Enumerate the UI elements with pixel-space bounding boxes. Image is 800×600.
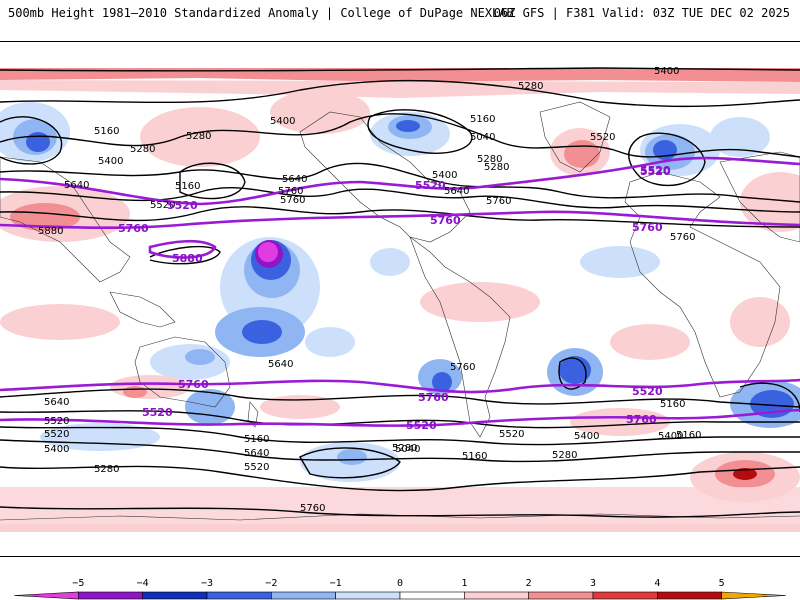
height-contour-label: 5400 [432, 170, 457, 181]
highlight-contour-label: 5520 [142, 406, 173, 419]
colorbar-bin [206, 591, 272, 600]
highlight-contour-label: 5520 [632, 385, 663, 398]
height-contour-label: 5160 [244, 434, 269, 445]
colorbar-tick-label: 5 [719, 578, 725, 589]
colorbar-tick-label: 2 [526, 578, 532, 589]
colorbar: −5 −4 −3 −2 −1 0 1 2 3 4 5 [13, 578, 787, 600]
height-contour-label: 5760 [280, 195, 305, 206]
height-contour-label: 5040 [395, 444, 420, 455]
height-contour-label: 5520 [44, 416, 69, 427]
highlight-contour-label: 5520 [406, 419, 437, 432]
height-contour-label: 5640 [282, 174, 307, 185]
colorbar-bin [657, 591, 722, 600]
height-contour-label: 5160 [175, 181, 200, 192]
highlight-contour-label: 5760 [418, 391, 449, 404]
height-contour-label: 5160 [462, 451, 487, 462]
map-title: 500mb Height 1981–2010 Standardized Anom… [8, 6, 514, 20]
height-contour-label: 5280 [484, 162, 509, 173]
colorbar-bin [78, 591, 143, 600]
map-panel: 5400 5280 5160 5280 5400 5160 5280 5040 5520 5400… [0, 41, 800, 557]
colorbar-bin [592, 591, 658, 600]
highlight-contour-label: 5760 [626, 413, 657, 426]
height-contour-label: 5640 [244, 448, 269, 459]
height-contour-label: 5760 [450, 362, 475, 373]
height-contour-label: 5160 [660, 399, 685, 410]
colorbar-bin [721, 591, 787, 600]
colorbar-tick-label: 0 [397, 578, 403, 589]
height-contour-label: 5160 [470, 114, 495, 125]
height-contour-label: 5280 [94, 464, 119, 475]
highlight-contour-label: 5520 [640, 164, 671, 177]
height-contour-label: 5280 [130, 144, 155, 155]
height-contour-label: 5040 [470, 132, 495, 143]
height-contour-label: 5880 [38, 226, 63, 237]
height-contour-label: 5280 [552, 450, 577, 461]
height-contour-label: 5640 [64, 180, 89, 191]
highlight-contour-label: 5520 [167, 199, 198, 212]
height-contour-label: 5400 [98, 156, 123, 167]
colorbar-tick-label: 4 [654, 578, 660, 589]
height-contour-label: 5520 [590, 132, 615, 143]
height-contour-label: 5520 [44, 429, 69, 440]
colorbar-tick-label: 1 [461, 578, 467, 589]
height-contour-label: 5520 [499, 429, 524, 440]
height-contour-label: 5400 [44, 444, 69, 455]
colorbar-bin [335, 591, 401, 600]
colorbar-tick-label: −2 [265, 578, 277, 589]
height-contour-label: 5280 [186, 131, 211, 142]
height-contour-label: 5400 [270, 116, 295, 127]
height-contour-label: 5400 [574, 431, 599, 442]
highlight-contour-label: 5520 [640, 165, 671, 178]
height-contour-label: 5760 [670, 232, 695, 243]
colorbar-bin [13, 591, 79, 600]
height-contour-label: 5760 [278, 186, 303, 197]
colorbar-tick-label: 3 [590, 578, 596, 589]
height-contour-label: 5280 [518, 81, 543, 92]
run-info: 06Z GFS | F381 Valid: 03Z TUE DEC 02 202… [493, 6, 790, 20]
height-contour-label: 5640 [44, 397, 69, 408]
highlight-contour-label: 5760 [178, 378, 209, 391]
height-contour-label: 5400 [658, 431, 683, 442]
colorbar-tick-label: −5 [72, 578, 84, 589]
colorbar-bin [399, 591, 465, 600]
height-contour-label: 5160 [94, 126, 119, 137]
height-contour-label: 5640 [268, 359, 293, 370]
highlight-contour-label: 5760 [118, 222, 149, 235]
height-contour-label: 5280 [392, 443, 417, 454]
highlight-contour-label: 5760 [632, 221, 663, 234]
colorbar-tick-label: −4 [137, 578, 149, 589]
colorbar-bin [142, 591, 208, 600]
height-contour-label: 5520 [150, 200, 175, 211]
height-contour-label: 5160 [676, 430, 701, 441]
highlight-contour-label: 5760 [430, 214, 461, 227]
height-contour-label: 5520 [244, 462, 269, 473]
highlight-contours [0, 156, 800, 427]
colorbar-tick-label: −1 [330, 578, 342, 589]
colorbar-bin [271, 591, 336, 600]
height-contour-label: 5400 [654, 66, 679, 77]
height-contour-label: 5640 [444, 186, 469, 197]
anomaly-shading [0, 68, 800, 532]
highlight-contour-label: 5520 [415, 179, 446, 192]
highlight-contour-label: 5880 [172, 252, 203, 265]
height-contour-label: 5760 [486, 196, 511, 207]
colorbar-bin [464, 591, 529, 600]
height-contour-label: 5280 [477, 154, 502, 165]
colorbar-bin [528, 591, 594, 600]
colorbar-tick-label: −3 [201, 578, 213, 589]
height-contour-label: 5760 [300, 503, 325, 514]
